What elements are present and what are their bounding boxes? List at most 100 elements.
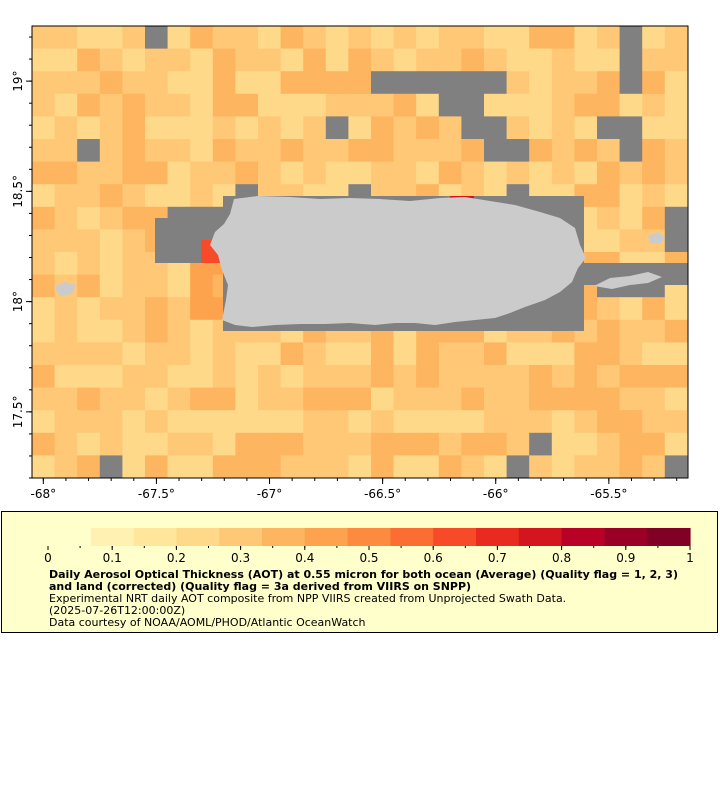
aot-cell xyxy=(235,71,259,95)
aot-cell xyxy=(77,229,101,253)
aot-cell xyxy=(190,274,214,298)
aot-cell xyxy=(687,342,688,366)
aot-cell xyxy=(32,274,56,298)
aot-cell xyxy=(212,26,236,50)
aot-cell xyxy=(461,387,485,411)
aot-cell xyxy=(619,410,643,434)
aot-cell xyxy=(303,48,327,72)
aot-cell xyxy=(325,116,349,140)
aot-cell xyxy=(642,71,666,95)
aot-cell xyxy=(710,455,720,478)
aot-cell xyxy=(642,455,666,478)
colorbar-swatch xyxy=(647,528,691,546)
aot-cell xyxy=(619,319,643,343)
aot-cell xyxy=(371,365,395,389)
aot-cell xyxy=(551,432,575,456)
aot-cell xyxy=(54,387,78,411)
aot-cell xyxy=(348,365,372,389)
aot-cell xyxy=(642,319,666,343)
aot-cell xyxy=(348,26,372,50)
aot-cell xyxy=(55,478,78,500)
aot-cell xyxy=(438,71,462,95)
colorbar-tick-label: 0 xyxy=(44,551,52,565)
aot-cell xyxy=(190,161,214,185)
aot-cell xyxy=(371,26,395,50)
aot-cell xyxy=(145,342,169,366)
aot-cell xyxy=(77,161,101,185)
aot-cell xyxy=(303,342,327,366)
aot-cell xyxy=(529,342,553,366)
aot-cell xyxy=(212,139,236,163)
aot-cell xyxy=(484,365,508,389)
aot-cell xyxy=(122,319,146,343)
aot-cell xyxy=(506,432,530,456)
aot-cell xyxy=(235,26,259,50)
aot-cell xyxy=(167,116,191,140)
aot-cell xyxy=(710,252,720,275)
aot-cell xyxy=(258,116,282,140)
aot-cell xyxy=(371,93,395,117)
aot-cell xyxy=(212,161,236,185)
aot-cell xyxy=(619,161,643,185)
aot-cell xyxy=(212,365,236,389)
aot-cell xyxy=(597,26,621,50)
aot-cell xyxy=(438,93,462,117)
aot-cell xyxy=(303,71,327,95)
aot-cell xyxy=(122,229,146,253)
aot-cell xyxy=(506,387,530,411)
aot-cell xyxy=(280,26,304,50)
aot-cell xyxy=(687,252,688,276)
aot-cell xyxy=(99,342,123,366)
aot-cell xyxy=(122,342,146,366)
aot-cell xyxy=(280,365,304,389)
aot-cell xyxy=(348,161,372,185)
aot-cell xyxy=(54,319,78,343)
aot-cell xyxy=(99,206,123,230)
aot-cell xyxy=(167,319,191,343)
aot-cell xyxy=(687,365,688,389)
aot-cell xyxy=(348,410,372,434)
aot-cell xyxy=(122,206,146,230)
aot-cell xyxy=(710,162,720,185)
aot-cell xyxy=(710,207,720,230)
aot-cell xyxy=(551,342,575,366)
aot-cell xyxy=(122,365,146,389)
longitude-axis: -68° -67.5° -67° -66.5° -66° -65.5° xyxy=(31,478,678,500)
aot-cell xyxy=(99,48,123,72)
aot-cell xyxy=(619,71,643,95)
aot-cell xyxy=(99,387,123,411)
aot-cell xyxy=(77,410,101,434)
x-tick-label: -67° xyxy=(257,487,283,500)
aot-cell xyxy=(32,365,56,389)
aot-cell xyxy=(32,252,56,276)
aot-cell xyxy=(664,93,688,117)
aot-cell xyxy=(32,71,56,95)
aot-cell xyxy=(325,410,349,434)
aot-cell xyxy=(416,410,440,434)
aot-cell xyxy=(438,410,462,434)
aot-cell xyxy=(574,48,598,72)
aot-cell xyxy=(710,342,720,365)
x-tick-label: -66° xyxy=(483,487,509,500)
aot-cell xyxy=(122,71,146,95)
aot-cell xyxy=(212,410,236,434)
aot-cell xyxy=(710,94,720,117)
aot-cell xyxy=(167,387,191,411)
aot-cell xyxy=(642,184,666,208)
aot-cell xyxy=(551,365,575,389)
aot-cell xyxy=(280,139,304,163)
aot-cell xyxy=(529,93,553,117)
colorbar-tick-label: 1 xyxy=(686,551,694,565)
aot-cell xyxy=(551,387,575,411)
aot-cell xyxy=(642,93,666,117)
aot-cell xyxy=(167,410,191,434)
aot-cell xyxy=(258,342,282,366)
aot-cell xyxy=(54,365,78,389)
aot-cell xyxy=(258,26,282,50)
aot-cell xyxy=(619,455,643,478)
aot-cell xyxy=(393,26,417,50)
aot-cell xyxy=(710,184,720,207)
aot-cell xyxy=(506,455,530,478)
aot-cell xyxy=(54,116,78,140)
aot-cell xyxy=(77,184,101,208)
